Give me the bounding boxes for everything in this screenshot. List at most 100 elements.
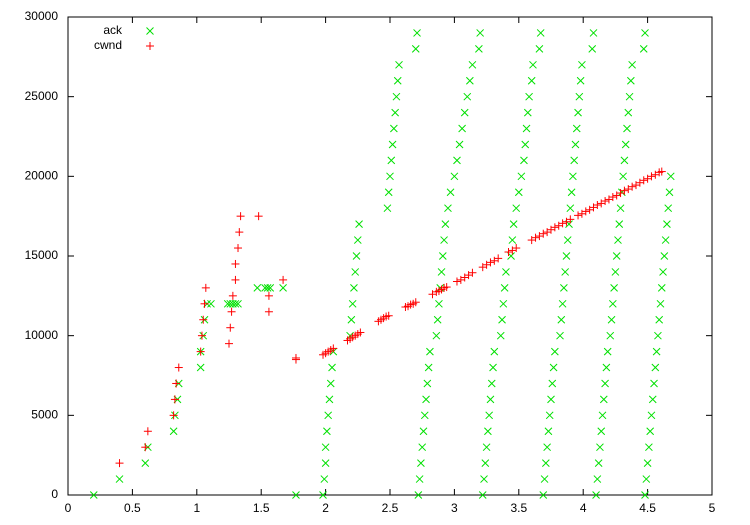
- point: [547, 395, 555, 404]
- point: [572, 124, 581, 133]
- point: [226, 323, 235, 332]
- point: [89, 491, 98, 499]
- point: [536, 29, 545, 37]
- marker-stroke: [588, 45, 597, 53]
- marker-stroke: [328, 363, 336, 372]
- x-tick-label: 1.5: [253, 501, 270, 515]
- point: [199, 315, 208, 324]
- marker-stroke: [324, 411, 333, 420]
- marker-stroke: [567, 188, 576, 197]
- marker-stroke: [551, 347, 559, 356]
- marker-stroke: [540, 475, 549, 483]
- x-tick-label: 2: [322, 501, 329, 515]
- point: [543, 443, 551, 452]
- marker-stroke: [543, 443, 551, 452]
- point: [263, 284, 272, 292]
- marker-stroke: [498, 315, 506, 324]
- marker-stroke: [596, 443, 604, 452]
- marker-stroke: [651, 363, 660, 372]
- marker-stroke: [574, 108, 582, 117]
- marker-stroke: [444, 204, 452, 213]
- point: [391, 108, 400, 117]
- point: [486, 395, 495, 404]
- marker-stroke: [468, 60, 477, 69]
- legend-marker: [146, 27, 154, 35]
- marker-stroke: [395, 60, 403, 69]
- marker-stroke: [438, 252, 447, 260]
- y-tick-label: 10000: [25, 328, 59, 342]
- point: [540, 475, 549, 483]
- marker-stroke: [558, 299, 567, 308]
- point: [458, 124, 466, 133]
- point: [512, 244, 521, 253]
- point: [115, 475, 124, 483]
- marker-stroke: [602, 363, 611, 372]
- marker-stroke: [450, 172, 459, 181]
- point: [484, 427, 492, 436]
- marker-stroke: [292, 491, 300, 499]
- point: [527, 76, 536, 85]
- marker-stroke: [507, 252, 515, 260]
- marker-stroke: [522, 124, 531, 133]
- point: [386, 172, 394, 181]
- point: [602, 363, 611, 372]
- point: [535, 45, 544, 53]
- marker-stroke: [478, 491, 487, 499]
- x-tick-label: 1: [193, 501, 200, 515]
- point: [562, 252, 571, 260]
- marker-stroke: [642, 475, 651, 483]
- marker-stroke: [539, 491, 548, 499]
- point: [292, 491, 300, 499]
- point: [578, 60, 586, 69]
- point: [608, 193, 617, 202]
- marker-stroke: [529, 60, 537, 69]
- point: [170, 395, 179, 404]
- marker-stroke: [535, 45, 544, 53]
- marker-stroke: [481, 459, 490, 467]
- marker-stroke: [441, 220, 450, 228]
- point: [169, 427, 178, 436]
- marker-stroke: [321, 459, 330, 467]
- point: [563, 236, 572, 244]
- point: [576, 76, 585, 85]
- marker-stroke: [458, 124, 466, 133]
- marker-stroke: [388, 140, 397, 149]
- point: [558, 299, 567, 308]
- marker-stroke: [541, 459, 550, 467]
- marker-stroke: [384, 188, 393, 197]
- point: [509, 220, 518, 228]
- point: [496, 331, 505, 340]
- point: [620, 156, 629, 165]
- marker-stroke: [437, 268, 446, 276]
- marker-stroke: [556, 331, 564, 340]
- point: [422, 395, 430, 404]
- marker-stroke: [500, 284, 509, 292]
- point: [264, 291, 273, 300]
- point: [607, 315, 616, 324]
- marker-stroke: [414, 491, 423, 499]
- marker-stroke: [387, 156, 396, 165]
- marker-stroke: [499, 299, 508, 308]
- marker-stroke: [592, 491, 600, 499]
- marker-stroke: [578, 60, 586, 69]
- marker-stroke: [321, 443, 330, 452]
- point: [319, 491, 327, 499]
- point: [664, 204, 673, 213]
- marker-stroke: [446, 188, 455, 197]
- point: [234, 299, 242, 308]
- point: [659, 268, 667, 276]
- marker-stroke: [509, 220, 518, 228]
- marker-stroke: [610, 284, 618, 292]
- point: [619, 172, 627, 181]
- legend-label: ack: [103, 23, 123, 37]
- marker-stroke: [648, 395, 657, 404]
- marker-stroke: [490, 347, 499, 356]
- marker-stroke: [386, 172, 394, 181]
- point: [641, 29, 649, 37]
- point: [548, 379, 557, 388]
- point: [279, 284, 287, 292]
- point: [611, 268, 620, 276]
- point: [614, 236, 622, 244]
- point: [413, 29, 421, 37]
- point: [529, 60, 537, 69]
